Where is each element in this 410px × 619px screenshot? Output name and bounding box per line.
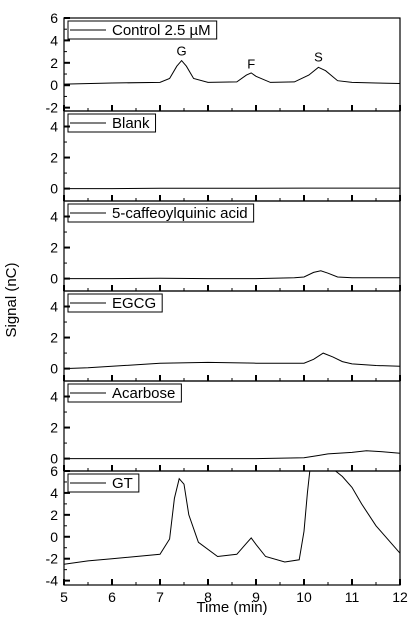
y-tick-label: 6 [50, 463, 58, 479]
panel-label: EGCG [112, 295, 156, 312]
y-tick-label: 4 [50, 389, 58, 405]
y-tick-label: 0 [50, 77, 58, 93]
y-tick-label: -2 [46, 100, 59, 116]
y-tick-label: 4 [50, 32, 58, 48]
y-tick-label: -2 [46, 551, 59, 567]
y-tick-label: 2 [50, 55, 58, 71]
peak-label: S [314, 50, 323, 65]
y-axis-title: Signal (nC) [3, 262, 20, 337]
x-tick-label: 9 [252, 589, 260, 605]
panel-label: GT [112, 475, 133, 492]
y-tick-label: 6 [50, 10, 58, 26]
x-tick-label: 8 [204, 589, 212, 605]
y-tick-label: 0 [50, 271, 58, 287]
x-tick-label: 12 [392, 589, 408, 605]
panel-label-box [67, 293, 163, 313]
panel-6: 6 4 2 0 -2 -4 GT [46, 463, 401, 589]
peak-label: F [247, 56, 255, 71]
y-tick-label: 2 [50, 150, 58, 166]
x-tick-label: 6 [108, 589, 116, 605]
x-tick-label: 5 [60, 589, 68, 605]
x-axis: 5 6 7 8 9 10 11 12 [60, 589, 408, 605]
series-line [64, 450, 400, 460]
y-tick-label: 4 [50, 299, 58, 315]
panel-5: 4 2 0 Acarbose [50, 380, 401, 472]
y-tick-label: 4 [50, 209, 58, 225]
panel-4: 4 2 0 EGCG [50, 290, 401, 382]
series-line [64, 270, 400, 280]
y-tick-label: 4 [50, 485, 58, 501]
series-line [64, 59, 400, 85]
panel-label: 5-caffeoylquinic acid [112, 205, 248, 222]
panel-legend: GT [67, 473, 140, 493]
panel-legend: Control 2.5 µM [67, 20, 218, 40]
panel-legend: 5-caffeoylquinic acid [67, 203, 255, 223]
panel-label: Acarbose [112, 385, 175, 402]
y-tick-label: 0 [50, 181, 58, 197]
panel-label-box [67, 203, 255, 223]
y-tick-label: 2 [50, 330, 58, 346]
x-tick-label: 10 [296, 589, 312, 605]
panel-legend: Acarbose [67, 383, 182, 403]
x-tick-label: 11 [345, 589, 360, 605]
panel-2: 4 2 0 Blank [50, 110, 401, 202]
panel-label: Control 2.5 µM [112, 22, 211, 39]
panel-label-box [67, 20, 218, 40]
panel-label: Blank [112, 115, 150, 132]
y-tick-label: 2 [50, 420, 58, 436]
panel-3: 4 2 0 5-caffeoylquinic acid [50, 200, 401, 292]
panel-label-box [67, 113, 157, 133]
series-line [64, 187, 400, 190]
y-tick-label: 0 [50, 451, 58, 467]
y-tick-label: -4 [46, 573, 59, 589]
y-tick-label: 0 [50, 361, 58, 377]
y-tick-label: 4 [50, 119, 58, 135]
panel-1: 6 4 2 0 -2 Control 2.5 µM G F S [46, 10, 401, 116]
panel-legend: Blank [67, 113, 157, 133]
peak-label: G [177, 43, 187, 58]
y-tick-label: 0 [50, 529, 58, 545]
y-tick-label: 2 [50, 507, 58, 523]
series-line [64, 471, 400, 565]
panel-legend: EGCG [67, 293, 163, 313]
y-tick-label: 2 [50, 240, 58, 256]
series-line [64, 352, 400, 370]
x-axis-title: Time (min) [196, 599, 267, 616]
chart-panels: 6 4 2 0 -2 Control 2.5 µM G F S 4 2 0 Blank 4 2 0 5-caff… [46, 10, 401, 589]
panel-label-box [67, 383, 182, 403]
panel-label-box [67, 473, 140, 493]
x-tick-label: 7 [156, 589, 164, 605]
